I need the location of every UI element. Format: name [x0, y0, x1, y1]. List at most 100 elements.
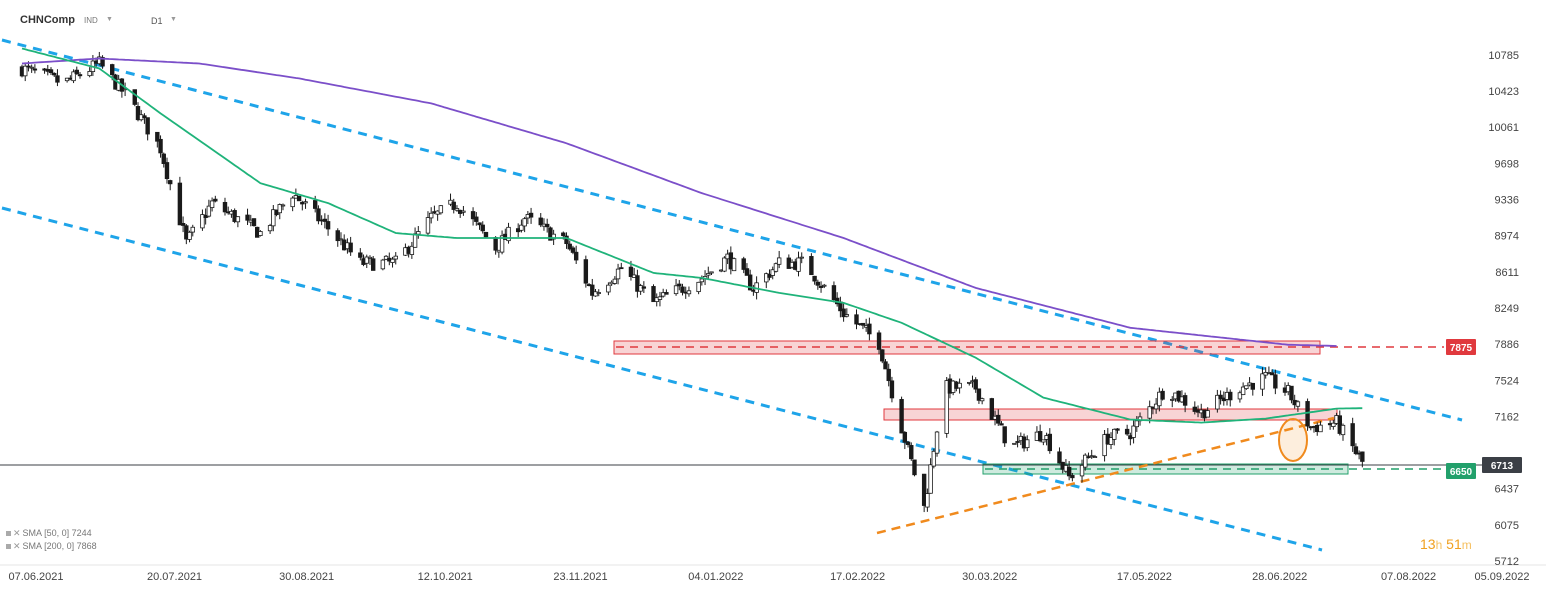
candle-body: [393, 255, 398, 260]
candle-body: [325, 221, 331, 230]
candle-body: [1289, 385, 1294, 401]
resistance-price-tag: 7875: [1450, 343, 1473, 354]
candle-body: [213, 198, 218, 202]
candle-body: [883, 361, 888, 370]
candle-body: [731, 258, 737, 272]
candle-body: [770, 269, 775, 276]
candle-body: [996, 414, 1001, 424]
candle-body: [451, 201, 456, 210]
support-price-tag: 6650: [1450, 467, 1473, 478]
candle-body: [1353, 446, 1359, 455]
candle-body: [1083, 454, 1088, 468]
candle-body: [428, 212, 434, 219]
candle-body: [32, 68, 38, 71]
candle-body: [615, 268, 621, 280]
candle-body: [538, 217, 543, 226]
candle-body: [132, 89, 137, 105]
candle-body: [303, 201, 308, 204]
candle-body: [944, 380, 949, 434]
candle-body: [973, 379, 978, 390]
candle-body: [699, 278, 705, 283]
legend-sma200[interactable]: ✕ SMA [200, 0] 7868: [6, 541, 97, 552]
candle-body: [612, 278, 618, 284]
candle-body: [889, 380, 895, 399]
candle-body: [921, 473, 927, 506]
candle-body: [905, 441, 911, 445]
candle-body: [1240, 386, 1246, 396]
remove-icon[interactable]: ✕: [13, 528, 21, 538]
timeframe-label[interactable]: D1: [151, 16, 163, 26]
candle-body: [886, 368, 891, 382]
timeframe-dropdown-icon[interactable]: ▼: [170, 16, 177, 23]
symbol-label[interactable]: CHNComp: [20, 14, 75, 26]
candle-body: [544, 223, 550, 228]
x-tick-label: 28.06.2022: [1252, 571, 1307, 583]
candle-body: [1176, 390, 1181, 402]
candle-body: [358, 252, 363, 258]
y-tick-label: 6075: [1495, 520, 1519, 532]
candle-body: [499, 235, 505, 253]
candle-body: [74, 69, 79, 75]
candle-body: [1086, 456, 1091, 459]
legend-square-icon: [6, 544, 11, 550]
candle-body: [635, 275, 640, 292]
candle-body: [860, 322, 866, 326]
candle-body: [1057, 451, 1062, 464]
candle-body: [145, 117, 150, 135]
candle-body: [158, 138, 163, 154]
remove-icon[interactable]: ✕: [13, 541, 21, 551]
y-tick-label: 8974: [1495, 231, 1519, 243]
y-tick-label: 7886: [1495, 339, 1519, 351]
candle-body: [596, 292, 601, 294]
x-tick-label: 30.03.2022: [962, 571, 1017, 583]
candle-body: [1124, 428, 1130, 435]
candle-body: [1108, 437, 1114, 445]
y-tick-label: 9336: [1495, 195, 1519, 207]
candle-body: [1237, 392, 1243, 400]
candle-body: [470, 211, 476, 220]
candle-body: [519, 224, 524, 231]
candle-body: [168, 180, 173, 185]
candle-body: [989, 398, 995, 420]
candle-body: [567, 243, 572, 250]
candle-body: [23, 65, 28, 77]
y-tick-label: 8611: [1495, 267, 1519, 279]
candle-body: [370, 258, 376, 271]
legend-sma50[interactable]: ✕ SMA [50, 0] 7244: [6, 528, 92, 539]
candle-body: [1153, 403, 1159, 410]
current-price-tag: 6713: [1491, 461, 1514, 472]
candle-body: [628, 266, 634, 277]
y-tick-label: 10785: [1488, 50, 1519, 62]
symbol-dropdown-icon[interactable]: ▼: [106, 16, 113, 23]
candle-body: [709, 271, 714, 274]
breakout-highlight: [1278, 418, 1308, 462]
candle-body: [335, 230, 340, 242]
candle-body: [570, 247, 576, 253]
candle-body: [928, 464, 933, 494]
candle-body: [135, 106, 141, 121]
candle-body: [416, 231, 421, 235]
candle-body: [822, 284, 827, 287]
y-tick-label: 9698: [1495, 158, 1519, 170]
candle-body: [880, 349, 885, 362]
candle-body: [1170, 398, 1175, 401]
candle-body: [1318, 424, 1323, 433]
candle-body: [976, 388, 982, 401]
y-tick-label: 7524: [1495, 375, 1519, 387]
candle-body: [1250, 382, 1255, 390]
candle-body: [773, 263, 779, 272]
x-tick-label: 05.09.2022: [1474, 571, 1529, 583]
candle-body: [1115, 428, 1120, 431]
candle-body: [506, 226, 511, 242]
candle-body: [245, 214, 250, 221]
x-tick-label: 30.08.2021: [279, 571, 334, 583]
x-tick-label: 04.01.2022: [688, 571, 743, 583]
candle-countdown: 13h 51m: [1420, 536, 1472, 552]
x-tick-label: 12.10.2021: [418, 571, 473, 583]
candle-body: [1112, 428, 1117, 440]
x-tick-label: 20.07.2021: [147, 571, 202, 583]
candle-body: [957, 382, 962, 389]
candle-body: [528, 212, 534, 218]
candle-body: [338, 238, 344, 241]
